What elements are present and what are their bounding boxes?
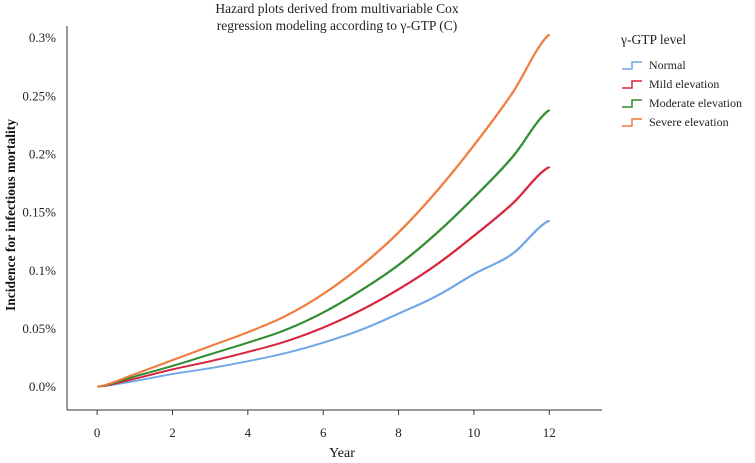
legend-swatch — [622, 80, 642, 89]
y-axis-ticks: 0.0% 0.05% 0.1% 0.15% 0.2% 0.25% 0.3% — [22, 30, 56, 394]
y-tick-label: 0.1% — [29, 263, 56, 278]
x-tick-label: 10 — [467, 425, 480, 440]
chart-title: Hazard plots derived from multivariable … — [215, 1, 459, 33]
legend-swatch — [622, 99, 642, 108]
x-tick-label: 4 — [245, 425, 252, 440]
y-tick-label: 0.15% — [22, 205, 56, 220]
series-line-moderate-elevation — [97, 109, 551, 388]
legend-swatch — [622, 61, 642, 70]
x-tick-label: 0 — [94, 425, 101, 440]
legend: γ-GTP level Normal Mild elevation Moderate… — [620, 32, 742, 129]
legend-label: Normal — [649, 58, 686, 72]
legend-label: Moderate elevation — [649, 96, 742, 110]
series-line-normal — [97, 219, 551, 388]
y-tick-label: 0.25% — [22, 88, 56, 103]
x-tick-label: 8 — [395, 425, 402, 440]
chart-title-line-1: Hazard plots derived from multivariable … — [215, 1, 459, 16]
y-tick-label: 0.2% — [29, 147, 56, 162]
x-axis-title: Year — [329, 446, 355, 461]
legend-title: γ-GTP level — [620, 32, 686, 47]
y-tick-label: 0.3% — [29, 30, 56, 45]
y-tick-label: 0.0% — [29, 379, 56, 394]
axes — [66, 26, 602, 411]
y-tick-label: 0.05% — [22, 321, 56, 336]
series-line-mild-elevation — [97, 166, 551, 388]
series-lines — [97, 34, 551, 388]
x-tick-label: 2 — [169, 425, 176, 440]
legend-label: Severe elevation — [649, 115, 729, 129]
x-tick-label: 12 — [543, 425, 556, 440]
x-tick-label: 6 — [320, 425, 327, 440]
y-axis-title: Incidence for infectious mortality — [3, 119, 18, 311]
legend-swatch — [622, 118, 642, 127]
series-line-severe-elevation — [97, 34, 551, 388]
chart-title-line-2: regression modeling according to γ-GTP (… — [217, 18, 458, 33]
x-axis-ticks: 0 2 4 6 8 10 12 — [94, 410, 556, 440]
legend-label: Mild elevation — [649, 77, 719, 91]
